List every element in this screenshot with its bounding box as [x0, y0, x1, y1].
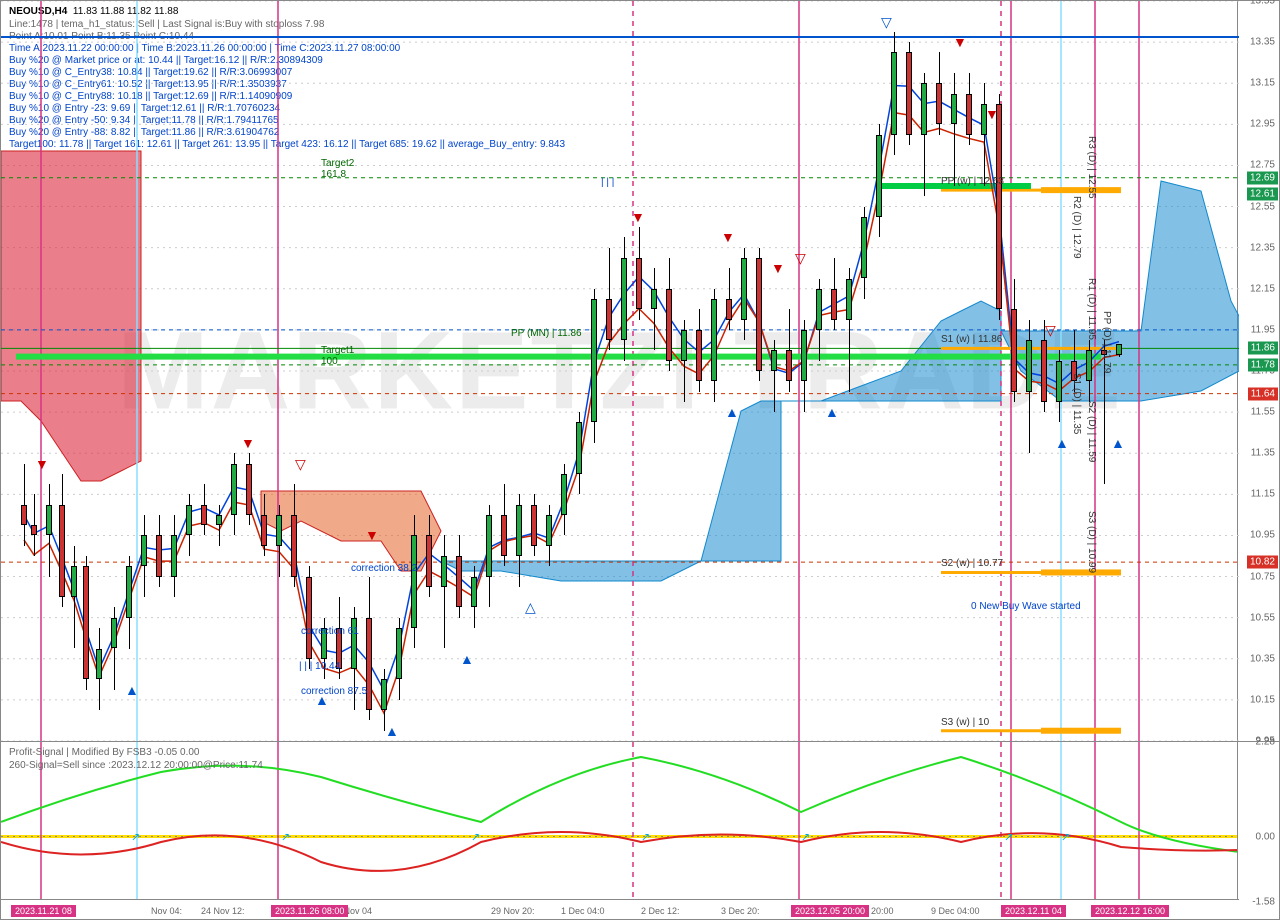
x-tick: 24 Nov 12:	[201, 906, 245, 916]
daily-pivot-label: S2 (D) | 11.59	[1086, 401, 1097, 462]
y-tick: 12.35	[1250, 242, 1275, 253]
svg-text:↗: ↗	[471, 832, 480, 844]
date-badge: 2023.11.26 08:00	[271, 905, 348, 917]
price-badge: 11.86	[1248, 342, 1278, 355]
y-tick: 12.55	[1250, 201, 1275, 212]
x-tick: 3 Dec 20:	[721, 906, 760, 916]
x-tick: Nov 04:	[151, 906, 182, 916]
line-label: PP (MN) | 11.86	[511, 328, 582, 339]
y-tick: 12.75	[1250, 160, 1275, 171]
x-tick: 20:00	[871, 906, 894, 916]
svg-text:↗: ↗	[1004, 832, 1013, 844]
x-axis: Nov 04:24 Nov 12:27 Nov 0429 Nov 20:1 De…	[1, 899, 1239, 919]
y-tick: 10.95	[1250, 530, 1275, 541]
y-tick: 11.55	[1251, 407, 1275, 418]
svg-text:↗: ↗	[641, 832, 650, 844]
chart-annotation: 0 New Buy Wave started	[971, 601, 1081, 612]
main-chart[interactable]: MARKETZI TRADE ▼▲▼▽▲▼▲▲△▼▼▲▼▽▲▽▼▼▽▲▲ cor…	[1, 1, 1239, 741]
chart-annotation: correction 61	[301, 626, 359, 637]
daily-pivot-label: R1 (D) | 11.95	[1086, 278, 1097, 340]
pivot-label: PP (w) | 12.63	[941, 176, 1004, 187]
price-badge: 11.64	[1248, 387, 1278, 400]
y-tick: 12.15	[1250, 283, 1275, 294]
indicator-y-tick: 0.00	[1256, 831, 1275, 842]
y-tick: 10.75	[1250, 571, 1275, 582]
indicator-panel[interactable]: ↗ ↗ ↗ ↗ ↗ ↗ ↗ Profit-Signal | Modified By FSB3…	[1, 741, 1239, 901]
y-tick: 10.35	[1250, 653, 1275, 664]
daily-pivot-label: S3 (D) | 10.99	[1086, 511, 1097, 573]
y-tick: 10.55	[1250, 612, 1275, 623]
y-tick: 13.35	[1250, 37, 1275, 48]
x-tick: 2 Dec 12:	[641, 906, 680, 916]
svg-text:↗: ↗	[131, 832, 140, 844]
x-tick: 29 Nov 20:	[491, 906, 535, 916]
daily-pivot-label: PP (D) | 11.79	[1101, 311, 1112, 373]
chart-container: MARKETZI TRADE ▼▲▼▽▲▼▲▲△▼▼▲▼▽▲▽▼▼▽▲▲ cor…	[0, 0, 1280, 920]
chart-annotation: | | |	[601, 177, 614, 188]
line-label: Target2161.8	[321, 158, 354, 180]
x-tick: 9 Dec 04:00	[931, 906, 980, 916]
svg-text:↗: ↗	[801, 832, 810, 844]
indicator-line2: 260-Signal=Sell since :2023.12.12 20:00:…	[9, 760, 263, 771]
indicator-y-tick: -1.58	[1252, 897, 1275, 908]
pivot-label: S2 (w) | 10.77	[941, 558, 1003, 569]
line-label: Target1100	[321, 345, 354, 367]
pivot-label: S3 (w) | 10	[941, 717, 989, 728]
indicator-y-axis: 2.280.00-1.58	[1237, 741, 1279, 901]
date-badge: 2023.12.11 04	[1001, 905, 1066, 917]
chart-annotation: correction 87.5	[301, 686, 367, 697]
x-tick: 1 Dec 04:0	[561, 906, 605, 916]
indicator-line1: Profit-Signal | Modified By FSB3 -0.05 0…	[9, 747, 199, 758]
indicator-y-tick: 2.28	[1256, 737, 1275, 748]
svg-text:↗: ↗	[281, 832, 290, 844]
price-badge: 10.82	[1247, 556, 1278, 569]
chart-annotation: | | | 10.44	[299, 661, 340, 672]
price-badge: 11.78	[1248, 358, 1278, 371]
y-tick: 13.55	[1250, 0, 1275, 7]
svg-text:↗: ↗	[1061, 832, 1070, 844]
y-tick: 11.35	[1251, 448, 1275, 459]
y-tick: 13.15	[1250, 78, 1275, 89]
y-tick: 10.15	[1250, 694, 1275, 705]
daily-pivot-label: S1 (D) | 11.35	[1071, 373, 1082, 434]
chart-annotation: correction 38.2	[351, 563, 417, 574]
daily-pivot-label: R2 (D) | 12.79	[1071, 196, 1082, 259]
daily-pivot-label: R3 (D) | 12.55	[1086, 136, 1097, 199]
y-tick: 11.15	[1251, 489, 1275, 500]
pivot-label: S1 (w) | 11.86	[941, 334, 1002, 345]
y-tick: 11.95	[1251, 324, 1275, 335]
date-badge: 2023.12.05 20:00	[791, 905, 869, 917]
date-badge: 2023.12.12 16:00	[1091, 905, 1169, 917]
y-axis: 13.55 13.35 13.15 12.95 12.75 12.55 12.35 12.15…	[1237, 1, 1279, 741]
price-badge: 12.69	[1247, 171, 1278, 184]
y-tick: 12.95	[1250, 119, 1275, 130]
annotations-layer: correction 61 correction 38.2 | | | 10.44 c…	[1, 1, 1239, 741]
price-badge: 12.61	[1247, 188, 1278, 201]
date-badge: 2023.11.21 08	[11, 905, 76, 917]
